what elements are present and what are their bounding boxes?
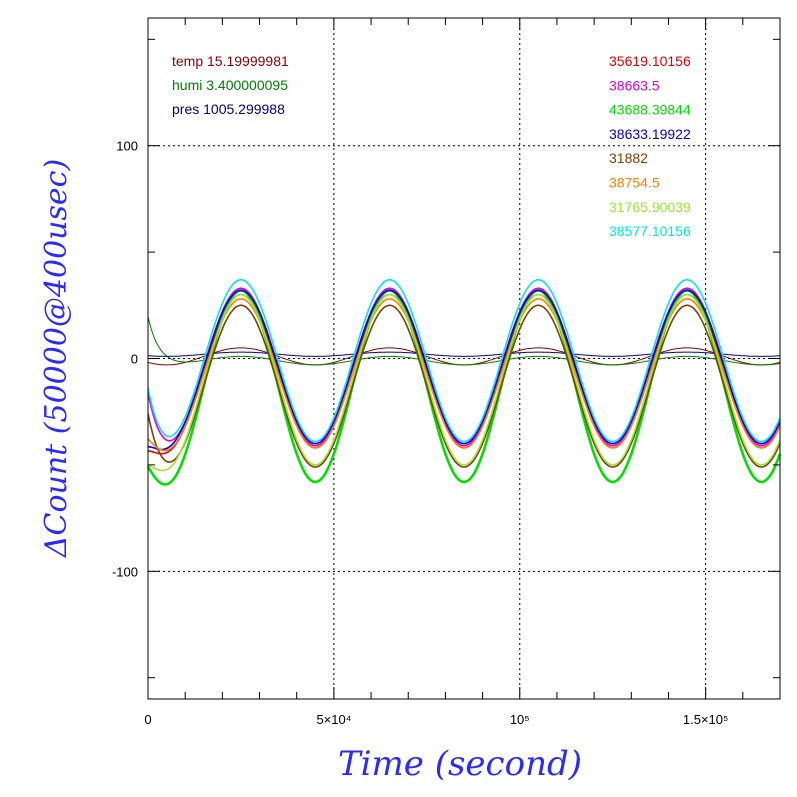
x-tick-label-3: 1.5×10⁵: [683, 712, 729, 727]
series-line-8: [147, 279, 781, 443]
legend-right-item-3: 38633.19922: [609, 126, 691, 142]
legend-right-item-2: 43688.39844: [609, 102, 691, 118]
legend-right-item-7: 38577.10156: [609, 223, 691, 239]
legend-right-item-0: 35619.10156: [609, 53, 691, 69]
x-tick-label-0: 0: [144, 712, 151, 727]
y-axis-title: ΔCount (50000@400usec): [39, 159, 74, 558]
env-series-pres: [147, 351, 781, 357]
legend-left-item-0: temp 15.19999981: [172, 53, 289, 69]
legend-right-item-1: 38663.5: [609, 77, 660, 93]
series-layer: [146, 279, 782, 486]
env-series-humi: [147, 316, 781, 366]
legend-left-item-1: humi 3.400000095: [172, 77, 288, 93]
series-line-3: [146, 289, 782, 486]
grid-layer: [148, 18, 780, 699]
x-tick-label-1: 5×10⁴: [316, 712, 351, 727]
legend-left: temp 15.19999981 humi 3.400000095 pres 100…: [172, 53, 289, 117]
legend-right-item-4: 31882: [609, 150, 648, 166]
series-line-7: [147, 293, 781, 472]
legend-right-item-5: 38754.5: [609, 175, 660, 191]
x-axis-title: Time (second): [338, 744, 582, 784]
y-tick-label-0: 100: [116, 139, 138, 154]
series-line-5: [147, 304, 781, 468]
series-line-6: [147, 298, 781, 452]
tick-layer: 0 5×10⁴ 10⁵ 1.5×10⁵ 100 0 -100: [112, 18, 780, 727]
series-line-2: [147, 287, 781, 447]
y-tick-label-1: 0: [131, 352, 138, 367]
x-tick-label-2: 10⁵: [510, 712, 530, 727]
legend-left-item-2: pres 1005.299988: [172, 101, 285, 117]
y-tick-label-2: -100: [112, 564, 138, 579]
series-line-4: [147, 289, 781, 451]
legend-right: 35619.10156 38663.5 43688.39844 38633.19922…: [609, 53, 691, 239]
legend-right-item-6: 31765.90039: [609, 199, 691, 215]
